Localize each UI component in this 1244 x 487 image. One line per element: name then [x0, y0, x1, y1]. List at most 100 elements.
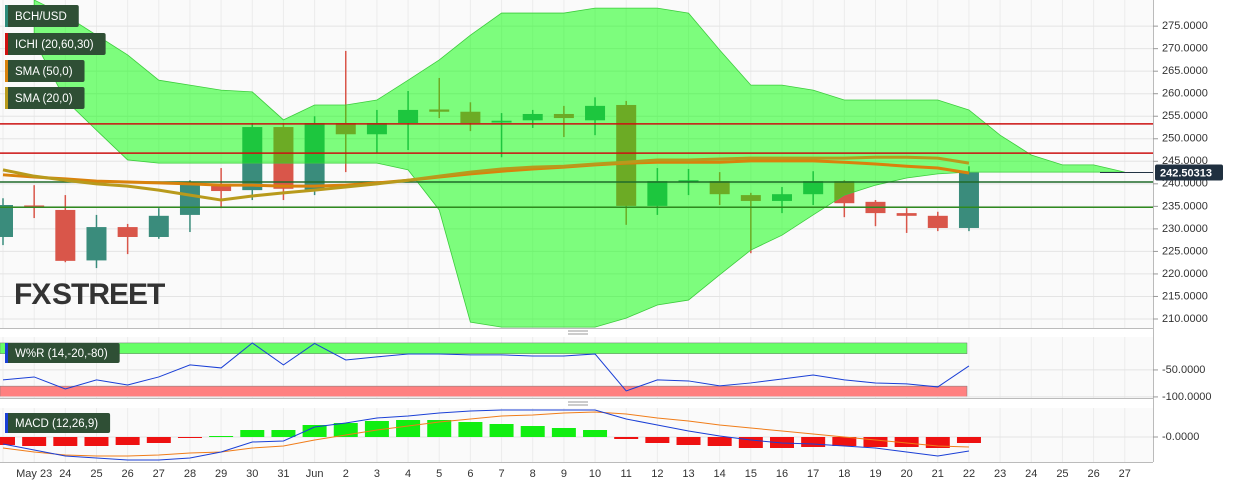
x-tick-label: 15 [745, 468, 757, 480]
x-tick-label: 8 [530, 468, 536, 480]
legend-swatch [5, 60, 8, 82]
legend-box [5, 343, 120, 363]
macd-histogram-bar [177, 437, 202, 438]
y-tick-label: 275.0000 [1162, 20, 1208, 32]
legend-box [5, 33, 106, 55]
x-tick-label: 11 [620, 468, 631, 480]
macd-histogram-bar [956, 437, 981, 443]
candle-body [24, 205, 45, 208]
legend-item: SMA (20,0) [5, 87, 85, 109]
macd-histogram-bar [209, 436, 234, 437]
macd-histogram-bar [801, 437, 826, 447]
x-tick-label: 26 [1087, 468, 1099, 480]
x-tick-label: 31 [277, 468, 289, 480]
y-tick-label: -0.0000 [1162, 431, 1199, 443]
macd-histogram-bar [271, 430, 296, 437]
macd-histogram-bar [894, 437, 919, 447]
legend-swatch [5, 343, 8, 363]
y-tick-label: 260.0000 [1162, 88, 1208, 100]
legend-label: BCH/USD [15, 11, 67, 23]
x-tick-label: 29 [215, 468, 227, 480]
x-tick-label: 30 [246, 468, 258, 480]
y-tick-label: 215.0000 [1162, 290, 1208, 302]
macd-histogram-bar [645, 437, 670, 443]
x-tick-label: 9 [561, 468, 567, 480]
macd-histogram-bar [0, 437, 15, 445]
legend-item: MACD (12,26,9) [5, 413, 111, 433]
x-tick-label: 16 [776, 468, 788, 480]
y-tick-label: -100.0000 [1162, 391, 1212, 403]
macd-histogram-bar [146, 437, 171, 443]
macd-histogram-bar [396, 420, 421, 437]
legend-swatch [5, 87, 8, 109]
x-tick-label: 6 [467, 468, 473, 480]
y-tick-label: 265.0000 [1162, 65, 1208, 77]
macd-histogram-bar [614, 437, 639, 439]
last-price-label: 242.50313 [1160, 167, 1212, 179]
macd-histogram-bar [551, 428, 576, 437]
macd-histogram-bar [364, 421, 389, 437]
candle-body [927, 215, 948, 228]
candle-body [55, 209, 76, 261]
y-tick-label: 250.0000 [1162, 133, 1208, 145]
x-tick-label: 26 [122, 468, 134, 480]
candle-body [117, 227, 138, 237]
macd-histogram-bar [925, 437, 950, 448]
macd-line [2, 409, 970, 461]
macd-histogram-bar [832, 437, 857, 446]
candle-body [86, 227, 107, 261]
zone-band [0, 342, 968, 354]
legend-item: SMA (50,0) [5, 60, 85, 82]
legend-box [5, 5, 79, 27]
x-tick-label: 20 [901, 468, 913, 480]
legend-item: BCH/USD [5, 5, 79, 27]
x-tick-label: 2 [343, 468, 349, 480]
x-tick-label: 5 [436, 468, 442, 480]
x-tick-label: 14 [714, 468, 726, 480]
panel-handle [568, 330, 588, 406]
x-tick-label: 28 [184, 468, 196, 480]
candle-body [0, 205, 13, 237]
x-tick-label: 13 [682, 468, 694, 480]
x-tick-label: 25 [90, 468, 102, 480]
y-tick-label: 240.0000 [1162, 178, 1208, 190]
macd-histogram-bar [738, 437, 763, 448]
candle-body [179, 183, 200, 215]
x-tick-label: 3 [374, 468, 380, 480]
last-price-box [1155, 164, 1223, 181]
macd-histogram-bar [22, 437, 47, 446]
macd-histogram-bar [240, 430, 265, 437]
candle-body [896, 213, 917, 216]
x-tick-label: 27 [1119, 468, 1131, 480]
macd-histogram-bar [489, 424, 514, 437]
x-tick-label: 22 [963, 468, 975, 480]
legend-item: W%R (14,-20,-80) [5, 343, 120, 363]
x-tick-label: 27 [153, 468, 165, 480]
legend-swatch [5, 33, 8, 55]
x-tick-label: 12 [651, 468, 663, 480]
x-tick-label: 10 [589, 468, 601, 480]
legend-box [5, 413, 111, 433]
y-tick-label: 235.0000 [1162, 200, 1208, 212]
x-tick-label: 4 [405, 468, 411, 480]
macd-histogram-bar [53, 437, 78, 446]
legend-label: SMA (50,0) [15, 66, 73, 78]
y-tick-label: 245.0000 [1162, 155, 1208, 167]
macd-histogram-bar [84, 437, 109, 446]
legend-label: ICHI (20,60,30) [15, 39, 94, 51]
macd-histogram-bar [458, 422, 483, 437]
macd-histogram-bar [427, 420, 452, 437]
macd-histogram-bar [333, 423, 358, 437]
legend-box [5, 87, 85, 109]
x-tick-label: May 23 [16, 468, 52, 480]
watermark: STREET [52, 278, 165, 311]
macd-histogram-bar [583, 430, 608, 437]
x-tick-label: Jun [306, 468, 324, 480]
x-tick-label: 23 [994, 468, 1006, 480]
macd-histogram-bar [676, 437, 701, 445]
y-tick-label: -50.0000 [1162, 364, 1205, 376]
legend-swatch [5, 413, 8, 433]
x-tick-label: 7 [498, 468, 504, 480]
x-tick-label: 21 [932, 468, 944, 480]
